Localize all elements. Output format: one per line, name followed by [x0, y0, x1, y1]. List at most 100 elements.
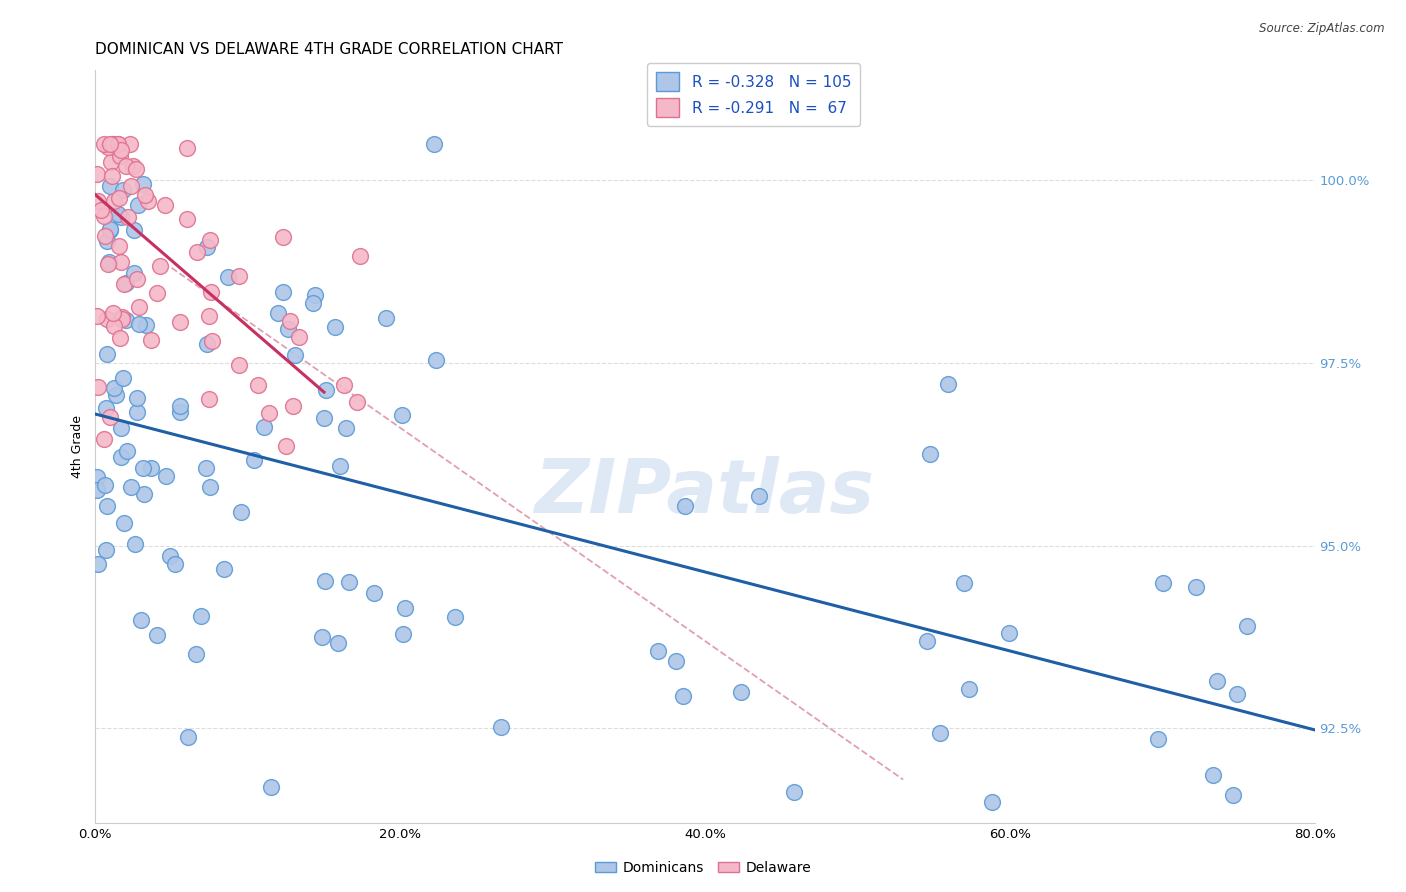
Point — [93, 209, 115, 223]
Point — [260, 780, 283, 795]
Point — [124, 536, 146, 550]
Point — [122, 223, 145, 237]
Point — [346, 394, 368, 409]
Point — [108, 331, 131, 345]
Point — [93, 136, 115, 151]
Point — [105, 388, 128, 402]
Point — [267, 306, 290, 320]
Point — [117, 444, 139, 458]
Point — [101, 306, 124, 320]
Point — [146, 286, 169, 301]
Point — [86, 309, 108, 323]
Point — [423, 136, 446, 151]
Point — [169, 399, 191, 413]
Point — [96, 542, 118, 557]
Point — [98, 223, 121, 237]
Point — [748, 489, 770, 503]
Point — [98, 178, 121, 193]
Point — [184, 647, 207, 661]
Point — [103, 194, 125, 208]
Point — [1147, 731, 1170, 746]
Point — [957, 682, 980, 697]
Point — [243, 452, 266, 467]
Y-axis label: 4th Grade: 4th Grade — [72, 416, 84, 478]
Point — [491, 720, 513, 734]
Point — [323, 320, 346, 334]
Point — [920, 447, 942, 461]
Point — [302, 296, 325, 310]
Point — [121, 179, 143, 194]
Point — [145, 627, 167, 641]
Point — [665, 654, 688, 668]
Point — [287, 330, 309, 344]
Text: ZIPatlas: ZIPatlas — [536, 456, 875, 529]
Point — [337, 575, 360, 590]
Point — [112, 277, 135, 291]
Point — [363, 586, 385, 600]
Point — [335, 421, 357, 435]
Point — [96, 311, 118, 326]
Point — [120, 480, 142, 494]
Point — [1236, 619, 1258, 633]
Point — [134, 188, 156, 202]
Point — [929, 726, 952, 740]
Point — [132, 177, 155, 191]
Point — [783, 785, 806, 799]
Point — [1206, 673, 1229, 688]
Point — [111, 183, 134, 197]
Point — [98, 221, 121, 235]
Point — [124, 267, 146, 281]
Point — [1226, 687, 1249, 701]
Point — [326, 635, 349, 649]
Point — [110, 450, 132, 464]
Point — [278, 313, 301, 327]
Point — [155, 468, 177, 483]
Point — [87, 557, 110, 571]
Point — [444, 610, 467, 624]
Point — [228, 358, 250, 372]
Point — [87, 380, 110, 394]
Point — [314, 410, 336, 425]
Point — [198, 480, 221, 494]
Legend: Dominicans, Delaware: Dominicans, Delaware — [589, 855, 817, 880]
Point — [108, 191, 131, 205]
Point — [103, 319, 125, 334]
Point — [276, 439, 298, 453]
Point — [1152, 575, 1174, 590]
Point — [169, 315, 191, 329]
Point — [198, 233, 221, 247]
Point — [96, 347, 118, 361]
Point — [103, 382, 125, 396]
Point — [190, 609, 212, 624]
Point — [129, 613, 152, 627]
Point — [304, 287, 326, 301]
Point — [111, 312, 134, 326]
Point — [87, 194, 110, 208]
Point — [107, 136, 129, 151]
Point — [159, 549, 181, 563]
Point — [100, 155, 122, 169]
Point — [214, 562, 236, 576]
Point — [112, 371, 135, 385]
Point — [198, 309, 221, 323]
Point — [110, 143, 132, 157]
Point — [128, 317, 150, 331]
Point — [349, 249, 371, 263]
Point — [107, 136, 129, 151]
Point — [163, 557, 186, 571]
Point — [392, 627, 415, 641]
Point — [394, 601, 416, 615]
Point — [114, 276, 136, 290]
Point — [186, 244, 208, 259]
Point — [97, 255, 120, 269]
Point — [97, 257, 120, 271]
Point — [115, 313, 138, 327]
Point — [391, 408, 413, 422]
Point — [228, 269, 250, 284]
Point — [177, 730, 200, 744]
Point — [96, 499, 118, 513]
Point — [998, 625, 1021, 640]
Point — [90, 202, 112, 217]
Point — [671, 689, 693, 703]
Point — [86, 167, 108, 181]
